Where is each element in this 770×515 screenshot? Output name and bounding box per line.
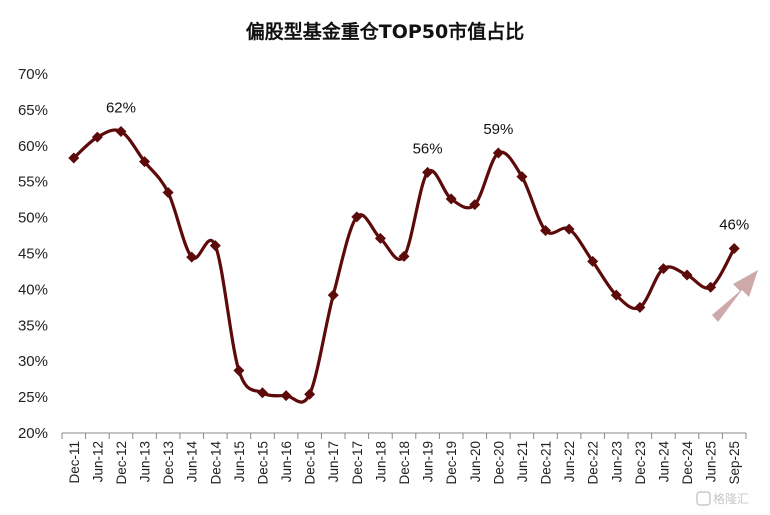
x-tick-label: Jun-19 — [421, 441, 436, 482]
data-point — [233, 365, 245, 377]
data-point — [139, 156, 151, 168]
y-tick-label: 50% — [18, 210, 48, 227]
data-point — [398, 250, 410, 262]
y-tick-label: 20% — [18, 425, 48, 442]
data-point — [280, 390, 292, 402]
x-tick-label: Jun-22 — [562, 441, 577, 482]
x-tick-label: Dec-14 — [208, 441, 223, 485]
data-point — [540, 225, 552, 237]
data-label: 62% — [106, 99, 136, 116]
data-point — [91, 131, 103, 143]
y-tick-label: 35% — [18, 317, 48, 334]
data-label: 56% — [413, 140, 443, 157]
data-point — [162, 186, 174, 198]
data-point — [610, 289, 622, 301]
y-tick-label: 60% — [18, 138, 48, 155]
y-tick-label: 40% — [18, 281, 48, 298]
watermark-logo-icon — [696, 491, 711, 506]
x-tick-label: Dec-12 — [114, 441, 129, 485]
data-point — [587, 255, 599, 267]
y-tick-label: 45% — [18, 246, 48, 263]
x-tick-label: Dec-18 — [397, 441, 412, 485]
x-tick-label: Dec-11 — [67, 441, 82, 484]
series-layer — [68, 125, 740, 404]
data-point — [705, 281, 717, 293]
x-tick-label: Jun-18 — [373, 441, 388, 482]
x-tick-label: Jun-17 — [326, 441, 341, 482]
data-point — [304, 388, 316, 400]
data-label: 59% — [483, 121, 513, 138]
x-tick-label: Dec-16 — [303, 441, 318, 485]
data-point — [422, 166, 434, 178]
data-point — [351, 211, 363, 223]
y-tick-label: 25% — [18, 389, 48, 406]
x-tick-label: Dec-21 — [539, 441, 554, 485]
data-labels: 62% 56% 59% 46% — [106, 99, 749, 233]
data-point — [374, 232, 386, 244]
x-tick-label: Jun-23 — [609, 441, 624, 482]
y-tick-label: 55% — [18, 174, 48, 191]
data-point — [115, 125, 127, 137]
data-point — [445, 193, 457, 205]
x-tick-label: Dec-19 — [444, 441, 459, 485]
x-tick-label: Jun-16 — [279, 441, 294, 482]
x-tick-label: Dec-17 — [350, 441, 365, 485]
series-line — [72, 128, 736, 404]
x-tick-label: Dec-13 — [161, 441, 176, 485]
x-tick-label: Dec-22 — [586, 441, 601, 485]
y-axis: 20% 25% 30% 35% 40% 45% 50% 55% 60% 65% 70% — [18, 66, 48, 442]
watermark-text: 格隆汇 — [713, 491, 749, 506]
x-tick-label: Jun-15 — [232, 441, 247, 482]
data-point — [657, 263, 669, 275]
y-tick-label: 30% — [18, 353, 48, 370]
x-tick-label: Jun-14 — [185, 441, 200, 483]
x-tick-label: Jun-21 — [515, 441, 530, 482]
x-tick-label: Jun-25 — [704, 441, 719, 482]
data-point — [681, 269, 693, 281]
data-label: 46% — [719, 216, 749, 233]
x-tick-label: Dec-20 — [491, 441, 506, 485]
data-point — [492, 147, 504, 159]
data-point — [516, 171, 528, 183]
data-point — [634, 301, 646, 313]
x-tick-label: Dec-24 — [680, 441, 695, 485]
x-tick-label: Jun-12 — [90, 441, 105, 482]
data-point — [186, 251, 198, 263]
y-tick-label: 65% — [18, 102, 48, 119]
y-tick-label: 70% — [18, 66, 48, 83]
data-point — [68, 152, 80, 164]
data-point — [469, 199, 481, 211]
trend-arrow-shape — [712, 270, 758, 322]
watermark: 格隆汇 — [696, 491, 749, 506]
trend-arrow-icon — [712, 270, 758, 322]
data-point — [327, 289, 339, 301]
x-tick-label: Sep-25 — [727, 441, 742, 485]
data-point — [563, 223, 575, 235]
x-tick-label: Jun-24 — [656, 441, 671, 483]
x-axis: Dec-11 Jun-12 Dec-12 Jun-13 Dec-13 Jun-14 Dec-… — [61, 432, 747, 485]
data-point — [256, 387, 268, 399]
x-tick-label: Dec-15 — [255, 441, 270, 485]
data-point — [209, 240, 221, 252]
chart-title: 偏股型基金重仓TOP50市值占比 — [246, 20, 524, 43]
x-tick-label: Dec-23 — [633, 441, 648, 485]
x-tick-label: Jun-20 — [468, 441, 483, 482]
x-tick-label: Jun-13 — [138, 441, 153, 482]
data-point — [728, 242, 740, 254]
